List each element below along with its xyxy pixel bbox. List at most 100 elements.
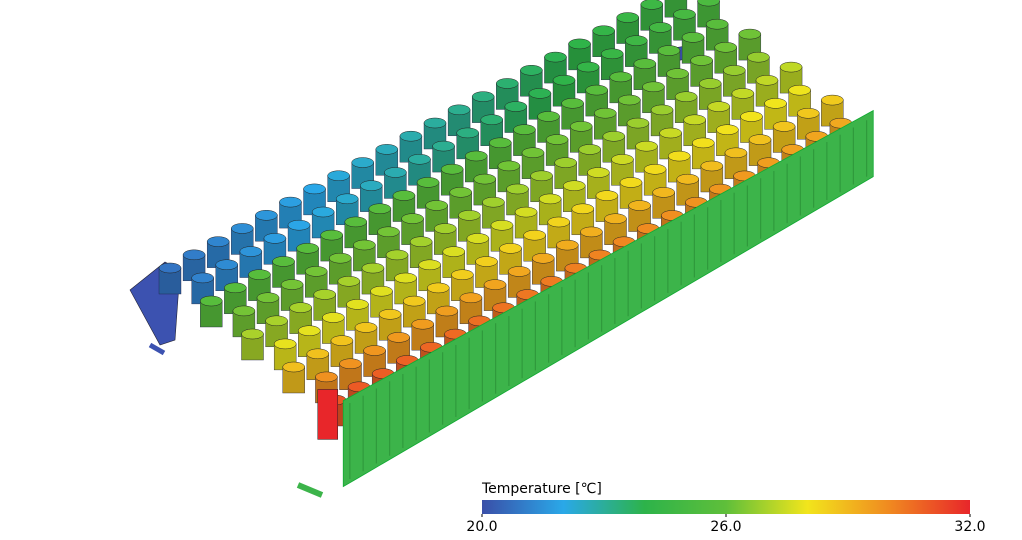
- cell-top: [547, 216, 570, 228]
- cell-top: [626, 117, 650, 129]
- cell-top: [821, 94, 844, 106]
- cell-top: [265, 315, 288, 327]
- cell-top: [674, 91, 698, 102]
- cell-top: [408, 154, 431, 165]
- cell-top: [449, 187, 472, 198]
- cell-top: [569, 121, 593, 132]
- cell-top: [473, 173, 497, 185]
- cell-top: [788, 84, 811, 96]
- cell-top: [571, 203, 595, 215]
- cell-top: [628, 200, 651, 211]
- cell-top: [618, 94, 641, 106]
- cell-top: [282, 361, 305, 373]
- cell-top: [303, 183, 326, 195]
- cell-top: [521, 147, 545, 158]
- cell-top: [353, 239, 376, 251]
- cell-top: [554, 157, 577, 168]
- cell-top: [772, 121, 796, 132]
- cell-top: [339, 358, 362, 369]
- cell-top: [423, 117, 447, 129]
- cell-top: [523, 229, 546, 241]
- cell-top: [642, 81, 665, 93]
- cell-top: [313, 289, 337, 300]
- cell-top: [483, 279, 507, 290]
- cell-top: [707, 101, 731, 112]
- cell-top: [716, 124, 739, 135]
- cell-top: [796, 108, 820, 119]
- cell-top: [330, 335, 354, 346]
- cell-top: [600, 48, 624, 60]
- cell-top: [649, 22, 672, 33]
- cell-top: [306, 348, 330, 360]
- cell-top: [191, 272, 214, 284]
- cell-top: [182, 249, 206, 261]
- cell-top: [206, 236, 230, 247]
- cell-top: [344, 216, 368, 228]
- cell-top: [320, 229, 343, 241]
- cell-top: [466, 233, 490, 244]
- cell-top: [416, 177, 440, 188]
- cell-top: [747, 51, 770, 63]
- cell-top: [427, 282, 450, 294]
- cell-top: [676, 173, 700, 185]
- cell-top: [482, 196, 505, 208]
- cell-top: [385, 249, 409, 261]
- cell-top: [433, 223, 457, 234]
- cell-top: [401, 213, 424, 224]
- cell-top: [387, 332, 410, 343]
- cell-top: [490, 220, 514, 231]
- cell-top: [530, 170, 553, 182]
- cell-top: [499, 243, 522, 254]
- cell-top: [705, 18, 729, 30]
- cell-top: [394, 272, 417, 284]
- cell-top: [666, 68, 689, 79]
- colorbar-ticks: 20.0 26.0 32.0: [466, 514, 986, 535]
- cell-top: [475, 256, 498, 267]
- cell-top: [241, 328, 264, 340]
- cell-top: [528, 88, 552, 99]
- cell-top: [361, 262, 385, 274]
- hot-cell: [317, 389, 338, 440]
- cell-top: [471, 91, 495, 102]
- cell-top: [580, 226, 603, 238]
- cell-top: [604, 213, 627, 224]
- cell-top: [337, 276, 361, 287]
- cell-top: [755, 75, 779, 86]
- cell-top: [738, 28, 762, 40]
- cell-top: [496, 78, 519, 89]
- cell-top: [298, 325, 321, 336]
- cell-top: [327, 170, 350, 181]
- pipe: [148, 342, 166, 356]
- cell-top: [322, 312, 345, 323]
- cell-top: [289, 302, 312, 313]
- cell-top: [714, 42, 737, 53]
- cell-top: [568, 38, 591, 50]
- cell-top: [248, 269, 271, 280]
- cell-top: [556, 239, 579, 251]
- cell-top: [659, 127, 682, 139]
- cell-top: [667, 150, 691, 162]
- cell-top: [440, 163, 464, 175]
- cell-top: [459, 292, 483, 304]
- cell-top: [595, 190, 619, 201]
- cell-top: [311, 206, 335, 218]
- cell-top: [384, 167, 407, 178]
- cell-top: [489, 137, 512, 149]
- cell-top: [370, 285, 393, 297]
- cell-top: [346, 299, 369, 310]
- cell-top: [435, 305, 459, 317]
- cell-top: [657, 45, 681, 56]
- cell-top: [255, 210, 278, 221]
- tick-label: 32.0: [954, 519, 985, 535]
- cell-top: [296, 243, 319, 254]
- cell-top: [480, 114, 504, 125]
- cell-top: [544, 51, 567, 63]
- tick-label: 20.0: [466, 519, 497, 535]
- cell-top: [451, 269, 474, 280]
- cell-top: [351, 157, 374, 168]
- cell-top: [723, 65, 746, 76]
- cell-top: [418, 259, 441, 271]
- tick-label: 26.0: [710, 519, 741, 535]
- cell-top: [231, 223, 254, 234]
